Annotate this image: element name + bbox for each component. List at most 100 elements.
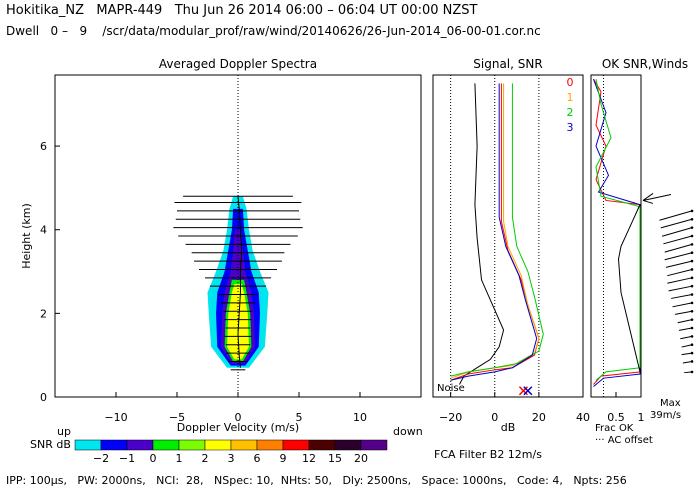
colorbar-swatch-2 — [126, 439, 154, 451]
wind-arrow-16 — [663, 235, 693, 245]
doppler-ytick-label-3: 6 — [40, 140, 47, 153]
colorbar-tick-4: 2 — [202, 452, 209, 465]
colorbar-tick-10: 20 — [354, 452, 368, 465]
doppler-ylabel: Height (km) — [20, 203, 33, 269]
wind-arrow-7 — [675, 310, 693, 315]
wind-arrow-15 — [664, 243, 693, 253]
ok-snr-winds-panel: OK SNR,Winds 0.5 1 Frac OK ··· AC offset … — [590, 57, 694, 446]
signal-plot-frame — [432, 74, 584, 398]
doppler-xtick-label-4: 10 — [353, 411, 367, 424]
doppler-xtick-label-2: 0 — [235, 411, 242, 424]
signal-xtick-label-3: 40 — [576, 411, 590, 424]
wind-arrow-head-5 — [690, 326, 694, 330]
wind-arrow-head-16 — [690, 234, 694, 238]
wind-arrow-5 — [678, 327, 693, 331]
signal-title: Signal, SNR — [473, 57, 542, 71]
doppler-title: Averaged Doppler Spectra — [159, 57, 317, 71]
wind-arrow-head-7 — [690, 309, 694, 313]
colorbar-swatch-1 — [100, 439, 128, 451]
colorbar-tick-8: 12 — [302, 452, 316, 465]
colorbar-swatch-5 — [204, 439, 232, 451]
legend-entry-3: 3 — [567, 121, 574, 134]
legend-entry-2: 2 — [567, 106, 574, 119]
wind-arrow-head-13 — [690, 259, 694, 263]
wind-arrow-2 — [681, 352, 693, 356]
doppler-xlabel: Doppler Velocity (m/s) — [177, 421, 299, 434]
footer-fca-filter: FCA Filter B2 12m/s — [434, 448, 542, 461]
colorbar-swatch-7 — [256, 439, 284, 451]
colorbar-tick-9: 15 — [328, 452, 342, 465]
fracok-plot-frame — [590, 74, 642, 398]
wind-arrow-10 — [668, 285, 693, 292]
wind-arrow-12 — [667, 268, 693, 277]
fracok-series-frac_ok — [593, 78, 641, 385]
doppler-xtick-label-3: 5 — [296, 411, 303, 424]
wind-arrow-head-8 — [690, 301, 694, 305]
signal-xtick-label-2: 20 — [532, 411, 546, 424]
colorbar-tick-0: −2 — [93, 452, 109, 465]
max-label: Max — [660, 398, 681, 409]
colorbar-tick-2: 0 — [150, 452, 157, 465]
signal-xtick-label-0: −20 — [439, 411, 462, 424]
colorbar-tick-5: 3 — [228, 452, 235, 465]
wind-arrow-18 — [660, 218, 693, 229]
wind-arrow-0 — [684, 371, 693, 374]
snr-colorbar-label: SNR dB — [30, 438, 71, 451]
doppler-mean-profile — [237, 196, 243, 368]
doppler-down-label: down — [393, 425, 423, 438]
noise-marker-1 — [523, 386, 533, 396]
wind-arrow-head-10 — [690, 284, 694, 288]
wind-arrow-1 — [682, 360, 693, 364]
wind-arrow-head-14 — [690, 251, 694, 255]
wind-arrow-head-17 — [690, 226, 694, 229]
wind-arrow-19 — [659, 210, 693, 221]
colorbar-swatch-0 — [74, 439, 102, 451]
wind-arrow-head-3 — [690, 343, 694, 347]
winds-title: OK SNR,Winds — [602, 57, 688, 71]
wind-arrow-head-12 — [690, 268, 694, 271]
signal-snr-panel: Signal, SNR −20 0 20 40 0 1 2 3 Noise dB — [432, 57, 590, 434]
signal-xlabel: dB — [501, 421, 516, 434]
legend-entry-0: 0 — [567, 76, 574, 89]
doppler-spectra-panel: Averaged Doppler Spectra −10 −5 0 5 10 0246 … — [20, 57, 423, 465]
fracok-series-2 — [595, 79, 641, 381]
colorbar-swatch-11 — [360, 439, 388, 451]
ac-offset-label: ··· AC offset — [595, 435, 653, 446]
wind-arrow-head-6 — [690, 318, 694, 321]
wind-arrow-17 — [661, 227, 693, 237]
wind-arrow-14 — [664, 252, 693, 261]
wind-arrow-3 — [681, 344, 693, 348]
colorbar-tick-1: −1 — [119, 452, 135, 465]
colorbar-swatch-8 — [282, 439, 310, 451]
colorbar-swatch-3 — [152, 439, 180, 451]
cutoff-arrow — [642, 193, 672, 204]
colorbar-swatch-10 — [334, 439, 362, 451]
footer-params: IPP: 100μs, PW: 2000ns, NCI: 28, NSpec: … — [6, 474, 627, 487]
fracok-series-3 — [593, 79, 641, 387]
signal-series-signal — [459, 83, 505, 385]
doppler-ytick-label-1: 2 — [40, 307, 47, 320]
doppler-ytick-label-2: 4 — [40, 224, 47, 237]
fracok-series-signal — [617, 204, 641, 373]
wind-arrow-head-1 — [690, 360, 694, 363]
wind-arrow-8 — [672, 302, 693, 308]
max-wind-value: 39m/s — [650, 410, 681, 421]
doppler-ytick-label-0: 0 — [40, 391, 47, 404]
fracok-xtick-label-0: 0.5 — [607, 411, 625, 424]
wind-arrow-head-4 — [690, 335, 694, 338]
colorbar-tick-7: 9 — [280, 452, 287, 465]
frac-ok-label: Frac OK — [595, 423, 634, 434]
legend-entry-1: 1 — [567, 91, 574, 104]
doppler-up-label: up — [57, 425, 71, 438]
header-file-path: Dwell 0 – 9 /scr/data/modular_prof/raw/w… — [6, 24, 541, 38]
colorbar-tick-6: 6 — [254, 452, 261, 465]
doppler-xtick-label-1: −5 — [169, 411, 185, 424]
wind-arrow-head-9 — [690, 293, 694, 296]
colorbar-tick-3: 1 — [176, 452, 183, 465]
wind-arrow-head-18 — [690, 217, 694, 221]
wind-arrow-head-11 — [690, 276, 694, 280]
wind-arrow-13 — [665, 260, 693, 268]
colorbar-swatch-6 — [230, 439, 258, 451]
wind-arrow-head-0 — [690, 370, 694, 374]
